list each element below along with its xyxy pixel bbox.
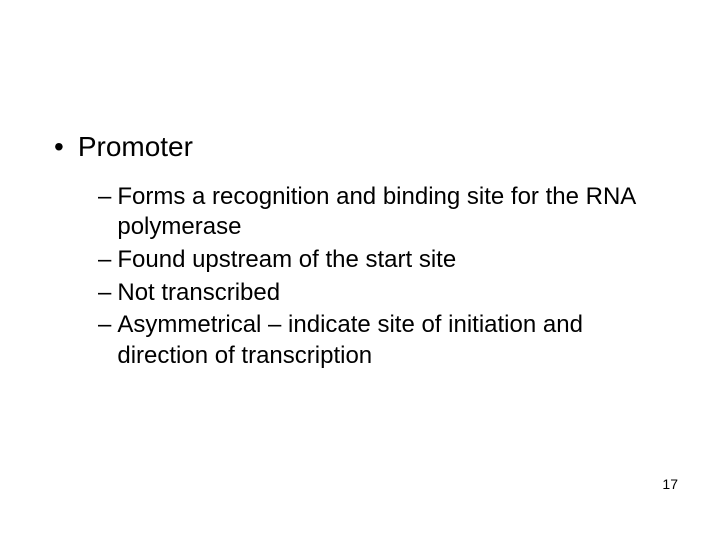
dash-icon: – [98, 182, 111, 213]
list-item: – Not transcribed [98, 278, 650, 309]
list-item: – Forms a recognition and binding site f… [98, 182, 650, 243]
dash-icon: – [98, 245, 111, 276]
list-item: – Asymmetrical – indicate site of initia… [98, 310, 650, 371]
sub-bullet-list: – Forms a recognition and binding site f… [50, 182, 670, 372]
sub-item-text: Asymmetrical – indicate site of initiati… [117, 310, 650, 371]
list-item: – Found upstream of the start site [98, 245, 650, 276]
dash-icon: – [98, 310, 111, 341]
bullet-dot-icon: • [54, 130, 64, 164]
main-bullet-text: Promoter [78, 130, 193, 164]
sub-item-text: Found upstream of the start site [117, 245, 650, 276]
slide-content: • Promoter – Forms a recognition and bin… [0, 0, 720, 372]
dash-icon: – [98, 278, 111, 309]
sub-item-text: Forms a recognition and binding site for… [117, 182, 650, 243]
page-number: 17 [662, 476, 678, 492]
main-bullet-item: • Promoter [50, 130, 670, 164]
sub-item-text: Not transcribed [117, 278, 650, 309]
